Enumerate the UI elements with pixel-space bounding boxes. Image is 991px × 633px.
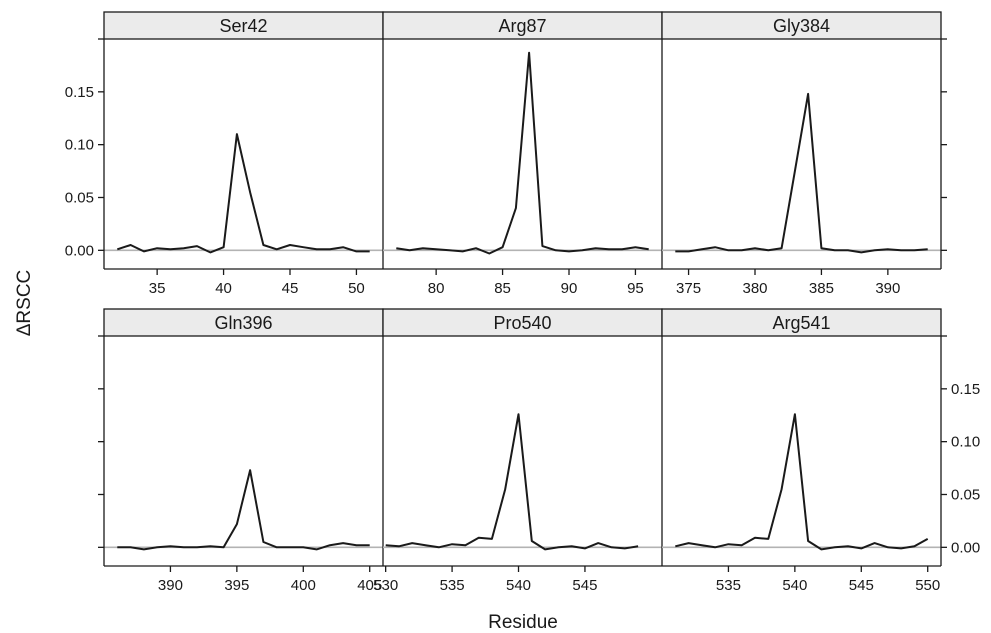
panel-Pro540: Pro540 530 535 540 545 (373, 308, 663, 594)
x-tick-label: 380 (742, 280, 767, 297)
y-tick-label: 0.00 (65, 242, 94, 259)
series-line (385, 413, 639, 551)
x-tick-label: 545 (572, 577, 597, 594)
series-line (116, 133, 370, 254)
panel-Gln396: Gln396 390 395 400 405 (98, 308, 384, 594)
strip-title: Ser42 (219, 16, 267, 36)
y-tick-label: 0.00 (951, 539, 980, 556)
x-tick-label: 385 (809, 280, 834, 297)
y-tick-label: 0.15 (951, 381, 980, 398)
y-tick-label: 0.05 (65, 189, 94, 206)
strip-title: Arg541 (772, 313, 830, 333)
strip-header (382, 308, 663, 337)
x-tick-label: 540 (782, 577, 807, 594)
x-tick-label: 395 (224, 577, 249, 594)
x-tick-label: 85 (494, 280, 511, 297)
x-tick-label: 545 (849, 577, 874, 594)
x-tick-label: 390 (158, 577, 183, 594)
x-tick-label: 530 (373, 577, 398, 594)
panel-Gly384: Gly384 375 380 385 390 (661, 11, 947, 297)
series-line (117, 469, 370, 551)
x-tick-label: 390 (875, 280, 900, 297)
panel-Ser42: Ser42 35 40 45 50 0.00 0.05 0.10 0.15 (65, 11, 384, 297)
x-tick-label: 535 (716, 577, 741, 594)
x-tick-label: 400 (291, 577, 316, 594)
series-line (675, 92, 928, 254)
x-axis-title: Residue (488, 612, 558, 633)
y-axis-title: ΔRSCC (14, 270, 35, 337)
x-tick-label: 80 (428, 280, 445, 297)
x-tick-label: 40 (215, 280, 232, 297)
panel-Arg87: Arg87 80 85 90 95 (382, 11, 663, 297)
series-line (675, 413, 929, 551)
x-tick-label: 540 (506, 577, 531, 594)
x-tick-label: 535 (440, 577, 465, 594)
strip-header (661, 308, 942, 337)
strip-header (103, 11, 384, 40)
panel-Arg541: Arg541 535 540 545 550 0.00 0.05 0.10 0.15 (661, 308, 980, 594)
x-tick-label: 95 (627, 280, 644, 297)
x-tick-label: 35 (149, 280, 166, 297)
x-tick-label: 550 (915, 577, 940, 594)
x-tick-label: 405 (357, 577, 382, 594)
strip-header (661, 11, 942, 40)
strip-title: Arg87 (498, 16, 546, 36)
y-tick-label: 0.05 (951, 486, 980, 503)
y-tick-label: 0.10 (951, 434, 980, 451)
x-tick-label: 90 (561, 280, 578, 297)
strip-title: Gly384 (773, 16, 830, 36)
x-tick-label: 45 (282, 280, 299, 297)
strip-title: Gln396 (214, 313, 272, 333)
strip-header (382, 11, 663, 40)
x-tick-label: 375 (676, 280, 701, 297)
strip-header (103, 308, 384, 337)
y-tick-label: 0.10 (65, 137, 94, 154)
y-tick-label: 0.15 (65, 84, 94, 101)
strip-title: Pro540 (493, 313, 551, 333)
series-line (396, 51, 649, 255)
x-tick-label: 50 (348, 280, 365, 297)
